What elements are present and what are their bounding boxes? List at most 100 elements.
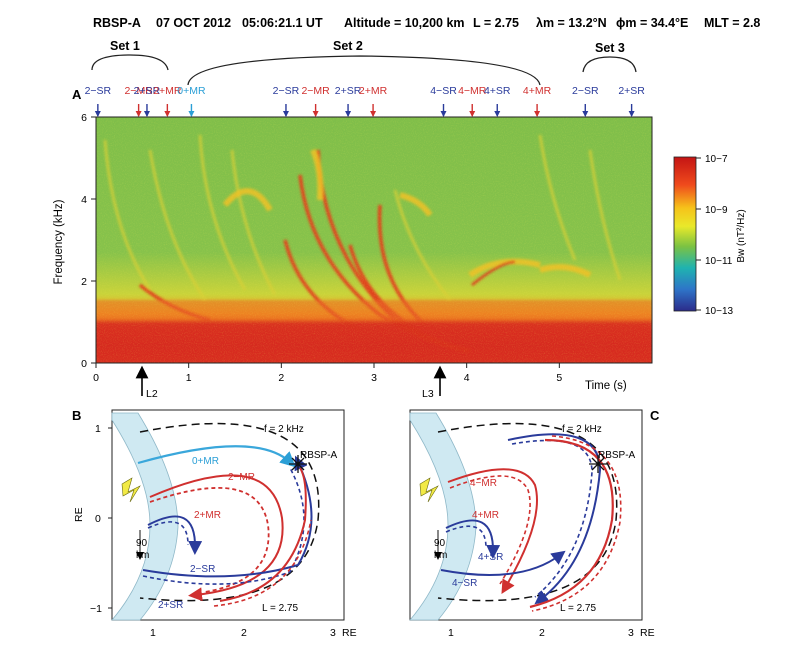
mode-marker: 4+SR (484, 85, 511, 117)
mode-marker-label: 2−MR (301, 85, 330, 97)
header-time: 05:06:21.1 UT (242, 16, 323, 30)
mode-marker-label: 2+SR (618, 85, 645, 97)
panel-b-label: B (72, 408, 81, 423)
spectrogram-ytick-label: 6 (81, 112, 87, 124)
mode-marker-arrowhead (370, 111, 377, 117)
panel-c-satellite-label: RBSP-A (598, 450, 636, 461)
spectrogram (95, 116, 653, 364)
l3-label: L3 (422, 388, 434, 400)
spectrogram-ytick-label: 2 (81, 276, 87, 288)
mode-marker-arrowhead (282, 111, 289, 117)
panel-b-ytick-0: 0 (95, 513, 101, 525)
mode-marker-arrowhead (164, 111, 171, 117)
panel-c-km-value: 90 (434, 538, 446, 549)
header: RBSP-A 07 OCT 2012 05:06:21.1 UT Altitud… (93, 16, 760, 30)
spectrogram-ylabel: Frequency (kHz) (53, 199, 65, 284)
panel-b-xtick-1: 1 (150, 627, 156, 639)
header-satellite: RBSP-A (93, 16, 141, 30)
mode-marker: 4−SR (430, 85, 457, 117)
panel-c-lightning-icon (419, 477, 439, 503)
colorbar-tick-3: 10−11 (705, 256, 733, 267)
set2-bracket (187, 55, 541, 86)
mode-marker-label: 2+SR (335, 85, 362, 97)
colorbar-label: Bw (nT²/Hz) (736, 209, 747, 262)
mode-marker-arrowhead (143, 111, 150, 117)
panel-c-frequency: f = 2 kHz (562, 424, 602, 435)
colorbar-tick-1: 10−7 (705, 154, 728, 165)
header-l-shell: L = 2.75 (473, 16, 519, 30)
panel-b-yunit: RE (73, 507, 85, 522)
mode-marker-arrowhead (345, 111, 352, 117)
spectrogram-xtick-label: 3 (371, 372, 377, 384)
set1-bracket (91, 54, 169, 71)
mode-marker-arrowhead (188, 111, 195, 117)
mode-marker-arrowhead (628, 111, 635, 117)
colorbar-tick-4: 10−13 (705, 306, 734, 317)
panel-b-ray-2sr-inner (147, 515, 203, 555)
panel-b-satellite-icon (289, 455, 307, 473)
panel-b-satellite-label: RBSP-A (300, 450, 338, 461)
mode-marker: 2−MR (124, 85, 153, 117)
panel-b-xtick-3: 3 (330, 627, 336, 639)
panel-c-l-label: L = 2.75 (560, 603, 596, 614)
panel-b-l-label: L = 2.75 (262, 603, 298, 614)
panel-b-ray-0mr (137, 445, 296, 468)
mode-marker-arrowhead (312, 111, 319, 117)
mode-marker: 2−SR (273, 85, 300, 117)
spectrogram-xtick-label: 4 (464, 372, 470, 384)
header-latitude: λm = 13.2°N (536, 16, 607, 30)
panel-c-label: C (650, 408, 660, 423)
panel-b-frequency: f = 2 kHz (264, 424, 304, 435)
panel-a-label: A (72, 87, 82, 102)
mode-marker-arrowhead (494, 111, 501, 117)
panel-c-label-4sr-plus: 4+SR (478, 552, 503, 563)
panel-c-km-unit: km (434, 550, 447, 561)
spectrogram-xtick-label: 5 (556, 372, 562, 384)
panel-b-label-0mr: 0+MR (192, 456, 219, 467)
mode-marker-label: 2−SR (572, 85, 599, 97)
spectrogram-noise (96, 117, 652, 363)
mode-marker-arrowhead (534, 111, 541, 117)
spectrogram-ytick-label: 4 (81, 194, 87, 206)
mode-marker-label: 2−MR (124, 85, 153, 97)
panel-c-label-4mr-plus: 4+MR (472, 510, 499, 521)
panel-b-label-2sr: 2−SR (190, 564, 215, 575)
mode-marker-label: 2+MR (153, 85, 182, 97)
mode-marker-label: 4+SR (484, 85, 511, 97)
mode-marker: 2−SR (85, 85, 112, 117)
panel-c-l-shell (437, 422, 618, 602)
panel-b-lightning-icon (121, 477, 141, 503)
panel-b-ytick-minus1: −1 (90, 603, 102, 615)
panel-c-ray-4mr-outer (529, 438, 614, 609)
panel-b-ray-2mr-a (149, 474, 284, 602)
mode-marker-arrowhead (582, 111, 589, 117)
panel-c-ray-4sr-lower (440, 550, 566, 576)
mode-marker: 2+SR (335, 85, 362, 117)
panel-b-label-2mr-plus: 2+MR (194, 510, 221, 521)
panel-b-km-value: 90 (136, 538, 148, 549)
panel-c-label-4sr: 4−SR (452, 578, 477, 589)
mode-marker-label: 2+SR (134, 85, 161, 97)
panel-c-ray-4sr-outer (507, 433, 602, 605)
panel-c-ray-4sr-inner (445, 519, 501, 559)
mode-marker: 4−MR (458, 85, 487, 117)
panel-b-ray-2sr-outer (142, 455, 313, 578)
header-date: 07 OCT 2012 (156, 16, 231, 30)
mode-marker-arrowhead (135, 111, 142, 117)
header-mlt: MLT = 2.8 (704, 16, 760, 30)
colorbar-tick-2: 10−9 (705, 205, 728, 216)
panel-c-label-4mr: 4−MR (470, 478, 497, 489)
mode-marker: 2−SR (572, 85, 599, 117)
mode-marker: 2+MR (153, 85, 182, 117)
mode-markers: 2−SR 2−MR2+SR2+MR0+MR 2−SR 2−MR 2+SR2+MR 4−SR… (85, 85, 645, 117)
spectrogram-xtick-label: 1 (186, 372, 192, 384)
time-arrows: L2 L3 (135, 365, 447, 400)
panel-b-label-2mr: 2−MR (228, 472, 255, 483)
mode-marker: 2−MR (301, 85, 330, 117)
header-longitude: ϕm = 34.4°E (616, 16, 688, 30)
header-altitude: Altitude = 10,200 km (344, 16, 465, 30)
set1-label: Set 1 (110, 39, 140, 53)
colorbar: 10−7 10−9 10−11 10−13 Bw (nT²/Hz) (673, 154, 747, 317)
colorbar-scale (673, 156, 697, 312)
